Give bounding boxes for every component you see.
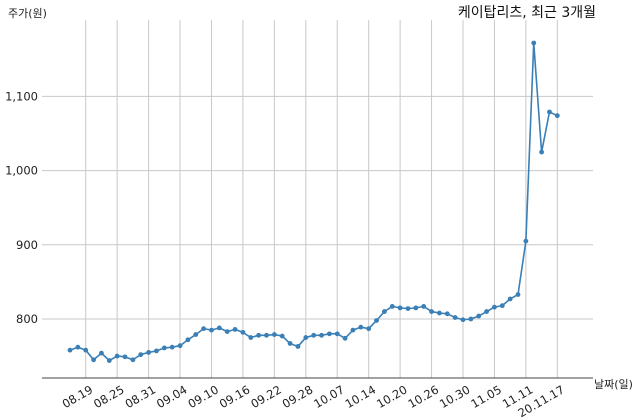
y-tick-label: 800 — [16, 312, 38, 326]
chart-title: 케이탑리츠, 최근 3개월 — [458, 5, 596, 21]
data-point — [405, 306, 411, 312]
data-point — [444, 311, 450, 317]
data-point — [429, 309, 434, 314]
data-point — [374, 318, 379, 323]
data-point — [216, 325, 222, 331]
y-tick-labels: 800 900 1,000 1,100 — [5, 89, 38, 326]
data-point — [271, 332, 277, 337]
data-point — [201, 326, 207, 332]
x-tick-label: 10.26 — [406, 382, 442, 411]
x-tick-label: 09.10 — [185, 382, 221, 411]
data-point — [154, 348, 159, 354]
data-point — [531, 40, 537, 46]
data-point — [75, 344, 81, 350]
x-tick-label: 08.31 — [123, 382, 159, 411]
data-point — [193, 332, 199, 337]
data-point — [326, 331, 332, 337]
price-series — [67, 40, 560, 363]
data-point — [240, 329, 246, 335]
x-tick-label: 09.28 — [280, 382, 316, 411]
data-point — [177, 343, 183, 349]
data-point — [279, 333, 285, 339]
x-tick-label: 11.05 — [468, 382, 504, 411]
x-tick-label: 10.30 — [437, 382, 473, 411]
data-point — [515, 292, 521, 297]
y-tick-label: 1,000 — [5, 164, 38, 178]
data-point — [303, 335, 309, 340]
y-tick-label: 1,100 — [5, 89, 38, 103]
x-tick-label: 10.14 — [343, 382, 379, 411]
data-point — [232, 326, 238, 332]
data-point — [366, 326, 372, 332]
data-point — [554, 113, 560, 119]
data-point — [382, 309, 387, 314]
data-point — [146, 349, 152, 355]
data-point — [161, 345, 167, 351]
data-point — [452, 315, 458, 320]
data-point — [256, 332, 262, 338]
grid-lines — [42, 20, 593, 378]
data-point — [460, 317, 466, 323]
data-point — [185, 337, 191, 343]
x-tick-label: 10.07 — [311, 382, 347, 411]
data-point — [106, 358, 112, 363]
x-tick-label: 09.22 — [248, 382, 284, 411]
data-point — [169, 344, 175, 350]
data-point — [547, 109, 552, 115]
data-point — [319, 332, 324, 338]
data-point — [468, 316, 474, 322]
y-tick-label: 900 — [16, 238, 38, 252]
data-point — [248, 335, 254, 340]
data-point — [358, 324, 364, 330]
data-point — [539, 149, 544, 155]
data-point — [83, 347, 89, 353]
data-point — [311, 332, 317, 338]
data-point — [413, 305, 419, 311]
x-tick-label: 09.04 — [154, 382, 190, 411]
data-point — [476, 313, 482, 319]
data-point — [523, 238, 529, 244]
data-point — [224, 329, 230, 335]
data-point — [99, 350, 104, 356]
data-point — [209, 327, 214, 333]
data-point — [264, 332, 269, 338]
data-point — [421, 303, 427, 309]
x-tick-label: 08.19 — [60, 382, 96, 411]
data-point — [389, 303, 395, 309]
data-point — [397, 305, 403, 311]
x-tick-label: 10.20 — [374, 382, 410, 411]
data-point — [334, 331, 340, 337]
y-axis-label: 주가(원) — [8, 7, 47, 20]
data-point — [437, 310, 442, 316]
data-point — [122, 354, 128, 360]
data-point — [492, 304, 497, 310]
data-point — [91, 357, 96, 363]
data-point — [507, 296, 513, 302]
data-point — [295, 344, 301, 349]
data-point — [484, 309, 489, 314]
x-tick-labels: 08.1908.2508.3109.0409.1009.1609.2209.28… — [60, 382, 567, 419]
series-line — [69, 42, 558, 362]
data-point — [114, 353, 120, 359]
data-point — [67, 347, 73, 353]
data-point — [287, 341, 293, 346]
data-point — [130, 357, 136, 363]
x-axis-label: 날짜(일) — [594, 377, 633, 391]
data-point — [350, 327, 356, 333]
data-point — [499, 303, 505, 309]
x-tick-label: 09.16 — [217, 382, 253, 411]
data-point — [342, 335, 348, 341]
x-tick-label: 08.25 — [91, 382, 127, 411]
data-point — [138, 352, 144, 358]
